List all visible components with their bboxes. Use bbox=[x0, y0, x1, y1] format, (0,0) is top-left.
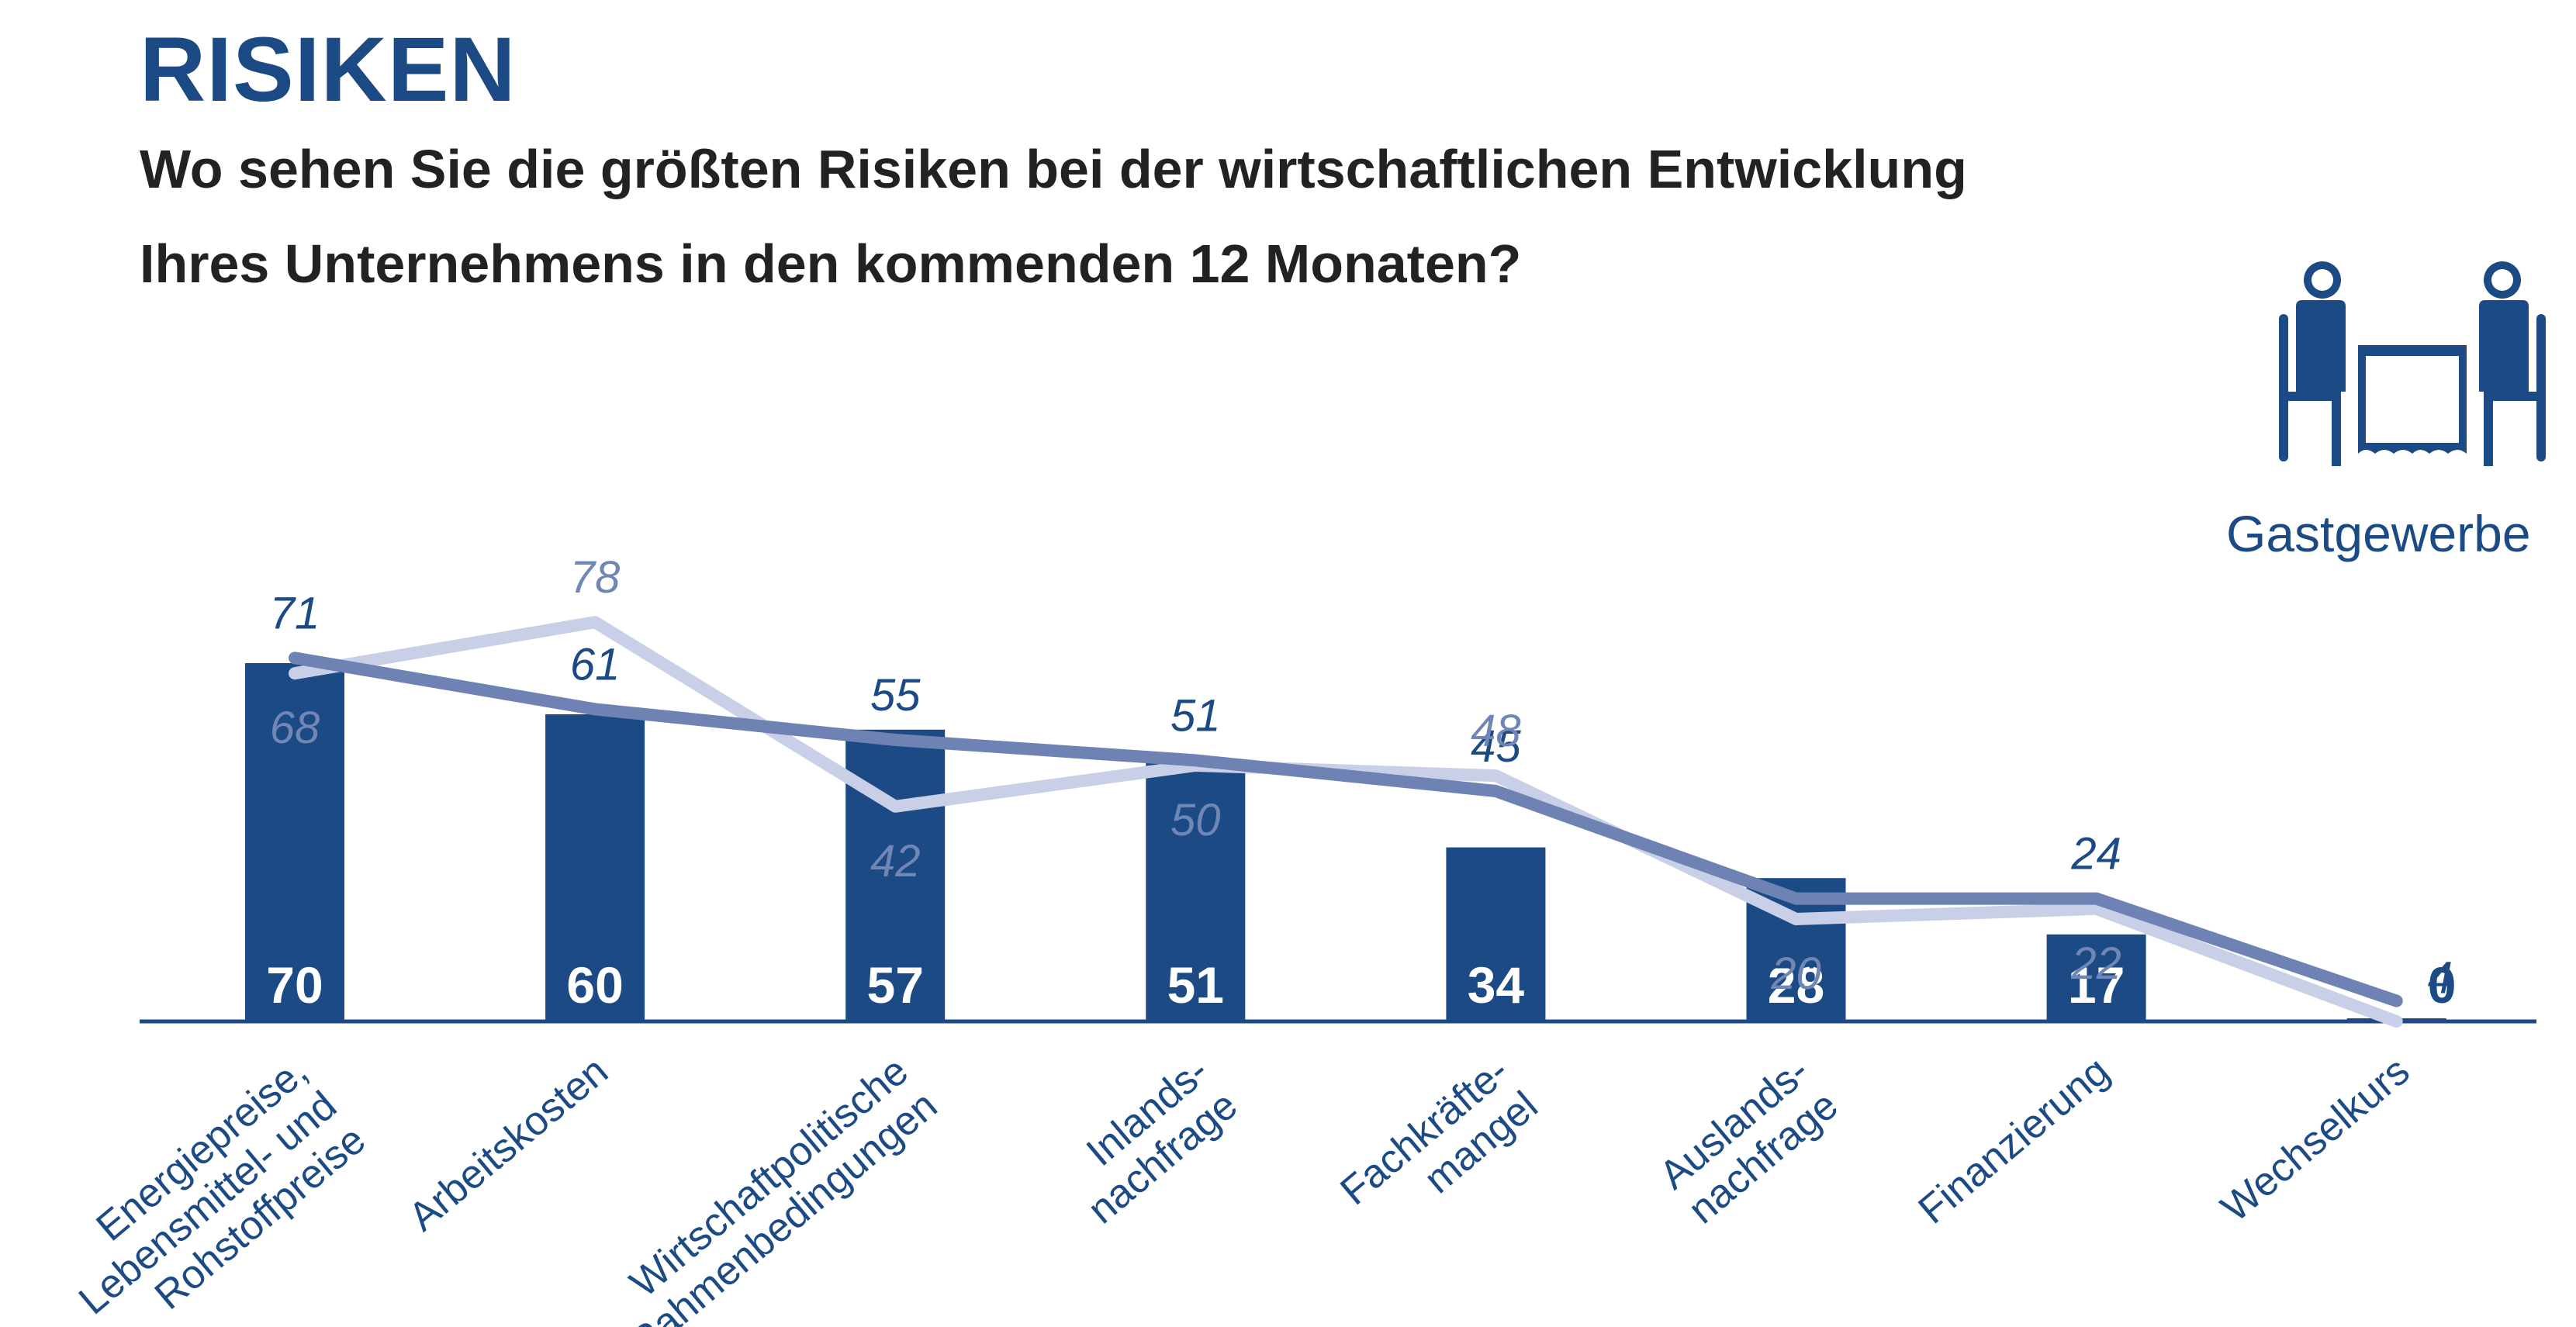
line-value-label-light: 20 bbox=[1770, 949, 1821, 999]
line-value-label-light: 48 bbox=[1471, 706, 1521, 756]
line-value-label-light: 22 bbox=[2070, 938, 2121, 989]
line-value-label-dark: 55 bbox=[870, 670, 921, 721]
line-value-label-light: 78 bbox=[570, 552, 621, 603]
line-value-label-dark: 4 bbox=[2428, 953, 2453, 1004]
bar-value-label: 17 bbox=[2068, 956, 2125, 1014]
x-tick-label: Inlands-nachfrage bbox=[1051, 1049, 1247, 1233]
chart-title: RISIKEN bbox=[140, 19, 517, 121]
bar-value-label: 70 bbox=[266, 956, 323, 1014]
bar-value-label: 60 bbox=[566, 956, 623, 1014]
x-tick-label: Wechselkurs bbox=[2213, 1049, 2419, 1231]
series-line-dark bbox=[289, 651, 2403, 1007]
line-value-label-dark: 24 bbox=[1770, 928, 1821, 979]
legend-label: Gastgewerbe bbox=[2226, 505, 2531, 562]
line-value-label-light: 68 bbox=[270, 703, 320, 753]
line-value-label-dark: 24 bbox=[2070, 829, 2121, 879]
line-value-label-dark: 71 bbox=[270, 588, 320, 638]
bar-value-label: 0 bbox=[2428, 956, 2457, 1014]
bar-value-label: 28 bbox=[1768, 956, 1824, 1014]
line-value-label-dark: 51 bbox=[1170, 690, 1221, 741]
bar bbox=[2046, 934, 2146, 1021]
x-tick-label: Auslands-nachfrage bbox=[1651, 1049, 1847, 1233]
line-value-label-light: 50 bbox=[1170, 795, 1221, 845]
line-value-label-dark: 45 bbox=[1471, 721, 1521, 772]
restaurant-table-icon bbox=[2279, 261, 2546, 466]
x-tick-label: WirtschaftpolitischeRahmenbedingungen bbox=[593, 1049, 946, 1327]
x-tick-label: Fachkräfte-mangel bbox=[1332, 1049, 1546, 1249]
chart-question-line-2: Ihres Unternehmens in den kommenden 12 M… bbox=[140, 233, 1522, 294]
x-tick-label: Finanzierung bbox=[1910, 1049, 2118, 1233]
line-value-label-light: 42 bbox=[870, 836, 921, 886]
bar-value-label: 34 bbox=[1468, 956, 1525, 1014]
bar-value-label: 57 bbox=[866, 956, 923, 1014]
bar-value-label: 51 bbox=[1167, 956, 1224, 1014]
x-tick-label: Arbeitskosten bbox=[400, 1049, 617, 1240]
bar bbox=[845, 729, 946, 1021]
line-value-label-dark: 61 bbox=[570, 639, 621, 689]
x-tick-label: Energiepreise,Lebensmittel- undRohstoffp… bbox=[42, 1049, 374, 1327]
bar bbox=[1146, 760, 1246, 1021]
bar bbox=[245, 663, 344, 1021]
bar bbox=[545, 714, 645, 1021]
bar bbox=[1446, 847, 1546, 1021]
chart-question-line-1: Wo sehen Sie die größten Risiken bei der… bbox=[140, 139, 1967, 199]
